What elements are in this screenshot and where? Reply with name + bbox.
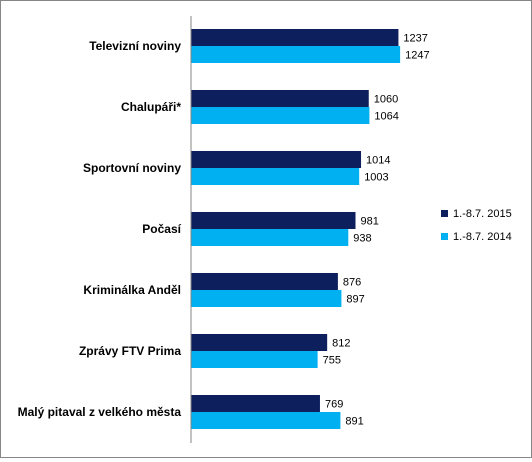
data-label: 897 — [346, 294, 364, 306]
bar-series-2 — [191, 46, 401, 63]
data-label: 812 — [332, 338, 350, 350]
data-label: 1247 — [405, 50, 429, 62]
category-label: Zprávy FTV Prima — [79, 344, 181, 358]
category-label: Počasí — [142, 222, 181, 236]
category-label: Chalupáři* — [121, 100, 181, 114]
category-label: Malý pitaval z velkého města — [18, 405, 182, 419]
category-label: Televizní noviny — [89, 39, 181, 53]
bar-series-1 — [191, 212, 356, 229]
bar-series-1 — [191, 273, 338, 290]
data-label: 1014 — [366, 155, 390, 167]
data-label: 1237 — [403, 33, 427, 45]
bar-series-2 — [191, 351, 318, 368]
data-label: 938 — [353, 233, 371, 245]
bar-series-1 — [191, 90, 369, 107]
category-label: Sportovní noviny — [83, 161, 181, 175]
bar-series-2 — [191, 290, 342, 307]
data-label: 1064 — [374, 111, 398, 123]
bar-series-1 — [191, 334, 328, 351]
data-label: 891 — [345, 416, 363, 428]
bar-series-1 — [191, 395, 320, 412]
legend-label-1: 1.-8.7. 2015 — [453, 208, 512, 220]
bar-series-2 — [191, 229, 349, 246]
data-label: 1003 — [364, 172, 388, 184]
legend-swatch-2 — [441, 233, 448, 240]
category-label: Kriminálka Anděl — [83, 283, 181, 297]
bar-series-2 — [191, 168, 360, 185]
data-label: 876 — [343, 277, 361, 289]
labels-group: Televizní noviny 1237 1247 Chalupáři* 1060 10… — [18, 33, 430, 428]
legend-label-2: 1.-8.7. 2014 — [453, 231, 512, 243]
legend-swatch-1 — [441, 210, 448, 217]
bar-series-2 — [191, 107, 370, 124]
bar-series-1 — [191, 29, 399, 46]
data-label: 981 — [361, 216, 379, 228]
data-label: 769 — [325, 399, 343, 411]
bar-series-2 — [191, 412, 341, 429]
bars-group — [191, 29, 401, 429]
data-label: 755 — [323, 355, 341, 367]
bar-series-1 — [191, 151, 362, 168]
data-label: 1060 — [374, 94, 398, 106]
legend: 1.-8.7. 2015 1.-8.7. 2014 — [441, 208, 512, 243]
